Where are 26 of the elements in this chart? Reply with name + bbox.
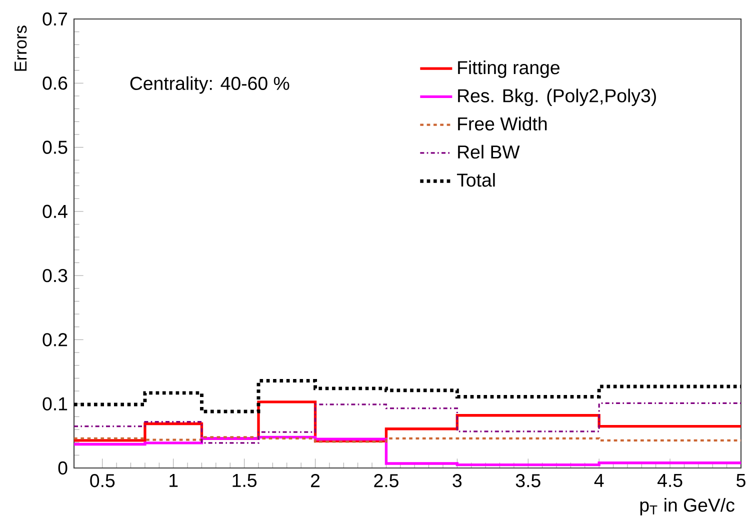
- y-tick-label: 0.6: [42, 76, 68, 90]
- x-tick-label: 2.5: [374, 474, 398, 488]
- legend-label: Res. Bkg. (Poly2,Poly3): [458, 88, 656, 106]
- x-tick-label: 0.5: [90, 474, 115, 488]
- x-tick-label: 1.5: [232, 474, 256, 488]
- x-tick-label: 2: [311, 474, 320, 488]
- legend-label: Free Width: [458, 116, 547, 130]
- y-axis-title: Errors: [14, 26, 27, 71]
- y-tick-label: 0.5: [42, 140, 68, 154]
- legend-label: Rel BW: [458, 144, 520, 159]
- annotation: Centrality: 40-60 %: [130, 76, 290, 94]
- x-tick-label: 4.5: [657, 474, 682, 488]
- x-tick-label: 3.5: [516, 474, 540, 488]
- x-tick-label: 4: [594, 474, 604, 487]
- legend-label: Total: [456, 173, 495, 187]
- x-tick-label: 3: [452, 474, 462, 488]
- y-tick-label: 0.7: [42, 12, 68, 26]
- y-tick-label: 0: [58, 461, 68, 475]
- x-tick-label: 1: [170, 474, 178, 487]
- y-tick-label: 0.2: [42, 333, 68, 346]
- y-tick-label: 0.3: [42, 268, 68, 282]
- y-tick-label: 0.4: [42, 204, 68, 218]
- x-tick-label: 5: [736, 474, 746, 488]
- y-tick-label: 0.1: [42, 397, 68, 410]
- legend-label: Fitting range: [458, 60, 560, 78]
- x-axis-title: p$_{T}$ in GeV/c: [640, 498, 734, 516]
